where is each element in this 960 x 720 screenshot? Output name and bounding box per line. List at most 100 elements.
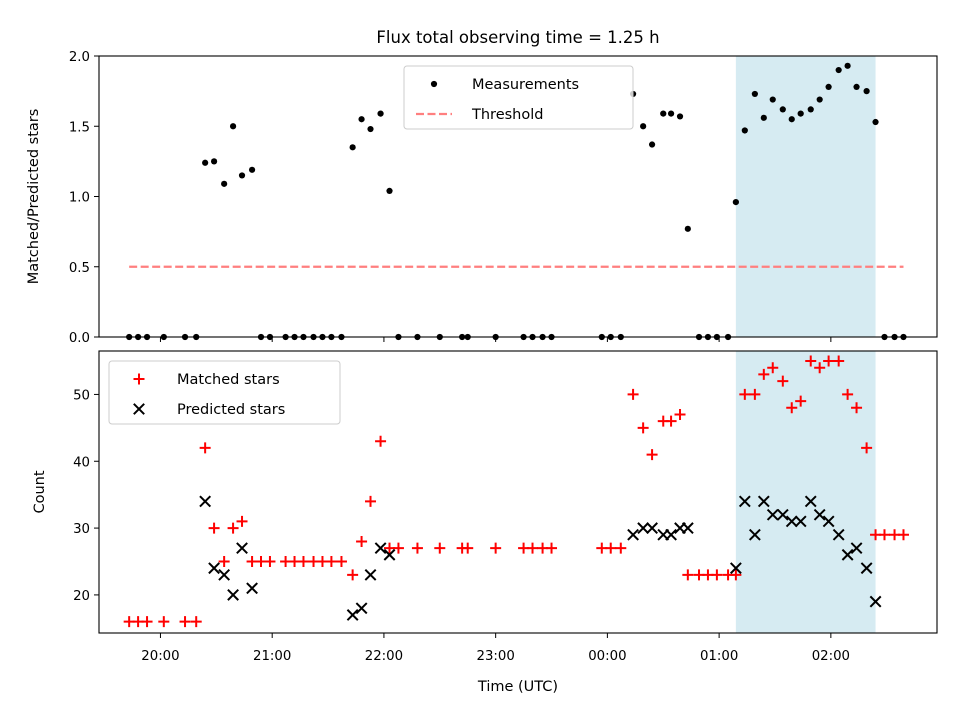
predicted-star-point bbox=[218, 568, 231, 581]
predicted-star-point bbox=[637, 522, 650, 534]
predicted-star-point bbox=[813, 508, 826, 521]
predicted-star-point bbox=[383, 548, 396, 561]
matched-star-point bbox=[833, 355, 845, 367]
matched-star-point bbox=[236, 515, 248, 527]
predicted-star-point bbox=[665, 528, 677, 541]
predicted-star-point bbox=[681, 522, 694, 534]
measurement-point bbox=[779, 106, 786, 113]
x-tick-label: 00:00 bbox=[588, 649, 626, 664]
predicted-star-point bbox=[374, 542, 387, 555]
legend: Measurements Threshold bbox=[403, 65, 634, 130]
y-tick-label: 40 bbox=[73, 455, 90, 470]
matched-star-point bbox=[674, 408, 686, 420]
matched-star-point bbox=[141, 616, 153, 628]
matched-star-point bbox=[411, 542, 423, 554]
matched-star-point bbox=[795, 395, 807, 407]
measurement-point bbox=[386, 187, 393, 194]
predicted-star-point bbox=[346, 609, 359, 621]
matched-star-point bbox=[605, 542, 617, 554]
x-tick-label: 20:00 bbox=[141, 649, 179, 664]
measurement-point bbox=[797, 110, 804, 117]
measurement-point bbox=[872, 118, 879, 126]
measurement-point bbox=[853, 83, 860, 91]
measurement-point bbox=[660, 110, 667, 117]
measurement-point bbox=[825, 83, 832, 91]
matched-star-point bbox=[546, 542, 558, 554]
measurement-point bbox=[248, 166, 256, 173]
predicted-star-point bbox=[860, 562, 873, 575]
matched-star-point bbox=[434, 542, 446, 554]
legend-box bbox=[108, 360, 341, 425]
measurement-point bbox=[684, 225, 691, 232]
highlight-span bbox=[735, 351, 876, 633]
measurement-point bbox=[760, 114, 767, 121]
predicted-star-point bbox=[766, 508, 779, 521]
measurement-point bbox=[741, 127, 748, 134]
predicted-star-point bbox=[627, 528, 639, 541]
axes-frame bbox=[98, 350, 938, 634]
matched-star-point bbox=[365, 495, 377, 507]
matched-star-point bbox=[227, 522, 239, 534]
matched-star-point bbox=[805, 355, 817, 367]
matched-star-point bbox=[646, 449, 658, 461]
count-panel: 20 30 40 50 20:00 21:00 22:00 23:00 00:00 01:00 02… bbox=[32, 350, 938, 664]
y-tick-label: 1.0 bbox=[69, 191, 90, 206]
predicted-star-point bbox=[227, 589, 239, 601]
legend-label: Measurements bbox=[472, 77, 579, 93]
measurement-point bbox=[367, 125, 374, 133]
measurement-point bbox=[349, 144, 356, 151]
matched-star-point bbox=[527, 542, 539, 554]
matched-star-point bbox=[627, 388, 639, 400]
matched-star-point bbox=[356, 535, 368, 547]
predicted-star-point bbox=[822, 515, 835, 528]
measurement-point bbox=[202, 159, 209, 166]
legend-label: Threshold bbox=[471, 107, 543, 123]
predicted-star-point bbox=[364, 568, 377, 581]
x-tick-label: 02:00 bbox=[812, 649, 850, 664]
measurement-point bbox=[807, 106, 814, 113]
matched-star-point bbox=[767, 362, 779, 374]
matched-star-point bbox=[637, 422, 649, 434]
matched-star-point bbox=[739, 388, 751, 400]
predicted-star-point bbox=[738, 495, 751, 508]
matched-star-point bbox=[199, 442, 211, 454]
matched-star-point bbox=[682, 569, 694, 581]
predicted-star-point bbox=[729, 562, 742, 575]
measurement-point bbox=[377, 110, 384, 117]
predicted-star-point bbox=[841, 548, 854, 561]
matched-star-point bbox=[842, 388, 854, 400]
matched-star-point bbox=[711, 569, 723, 581]
measurement-point bbox=[788, 116, 795, 123]
measurement-point bbox=[210, 158, 218, 165]
legend-label: Predicted stars bbox=[177, 402, 285, 418]
matched-star-point bbox=[615, 542, 627, 554]
matched-star-point bbox=[392, 542, 404, 554]
predicted-star-point bbox=[776, 508, 789, 521]
matched-star-point bbox=[777, 375, 789, 387]
measurement-point bbox=[229, 123, 237, 130]
matched-star-point bbox=[490, 542, 502, 554]
measurement-point bbox=[238, 172, 246, 179]
measurement-point bbox=[751, 90, 758, 98]
predicted-star-point bbox=[832, 528, 845, 541]
x-tick-label: 21:00 bbox=[253, 649, 291, 664]
highlight-span bbox=[735, 56, 876, 337]
matched-star-point bbox=[878, 529, 890, 541]
matched-star-point bbox=[897, 529, 909, 541]
measurement-point bbox=[676, 113, 684, 120]
x-tick-label: 22:00 bbox=[365, 649, 403, 664]
y-tick-label: 0.5 bbox=[69, 261, 90, 276]
measurement-point bbox=[844, 62, 851, 69]
y-tick-label: 2.0 bbox=[69, 50, 90, 65]
x-axis-title: Time (UTC) bbox=[477, 679, 558, 695]
y-axis-title: Count bbox=[32, 470, 48, 513]
chart-title: Flux total observing time = 1.25 h bbox=[376, 28, 659, 47]
predicted-star-point bbox=[199, 495, 212, 508]
matched-star-point bbox=[462, 542, 474, 554]
predicted-star-point bbox=[785, 515, 798, 528]
y-axis-title: Matched/Predicted stars bbox=[26, 109, 42, 285]
matched-star-point bbox=[335, 555, 347, 567]
matched-star-point bbox=[851, 402, 863, 414]
matched-star-point bbox=[665, 415, 677, 427]
